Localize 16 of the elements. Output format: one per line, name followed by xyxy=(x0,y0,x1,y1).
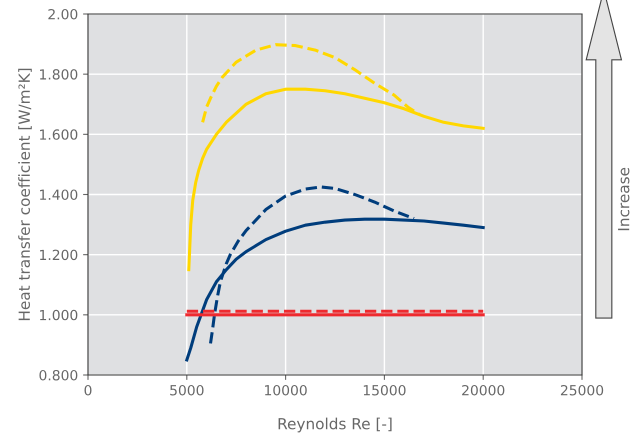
y-axis-title: Heat transfer coefficient [W/m²K] xyxy=(18,68,32,320)
y-tick-label: 0.800 xyxy=(39,370,78,380)
x-tick-label: 25000 xyxy=(560,384,604,396)
y-tick-label: 1.200 xyxy=(40,250,78,260)
x-tick-label: 5000 xyxy=(170,384,204,396)
x-axis-title: Reynolds Re [-] xyxy=(278,418,392,432)
y-tick-label: 1.400 xyxy=(40,189,78,200)
x-tick-label: 15000 xyxy=(364,384,406,396)
y-tick-label: 2.00 xyxy=(48,8,78,20)
y-tick-label: 1.800 xyxy=(40,69,78,80)
x-tick-label: 0 xyxy=(84,384,92,396)
text: Increase xyxy=(618,168,630,230)
x-tick-label: 20000 xyxy=(462,384,504,396)
y-tick-label: 1.600 xyxy=(40,129,78,140)
x-tick-label: 10000 xyxy=(265,384,307,396)
y-tick-label: 1.000 xyxy=(40,310,78,320)
